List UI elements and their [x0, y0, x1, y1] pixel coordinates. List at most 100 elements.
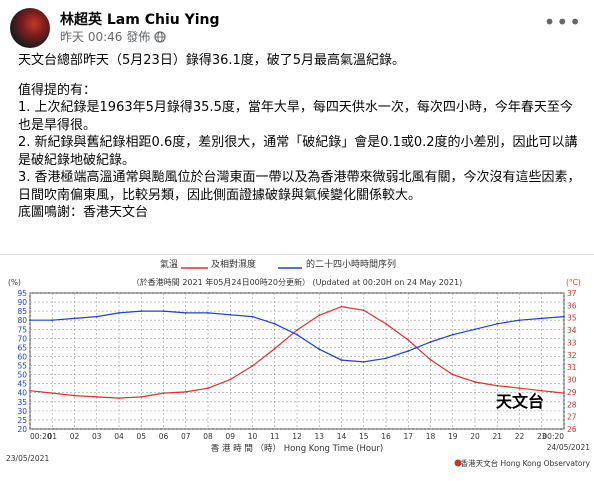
left-tick-label: 35 — [17, 398, 27, 407]
post-label: 發佈 — [126, 30, 151, 44]
title-part-temp: 氣溫 — [160, 258, 178, 270]
humidity-point — [118, 312, 120, 314]
x-tick-label: 02 — [70, 432, 80, 441]
x-tick-label: 04 — [114, 432, 124, 441]
post-paragraph: 2. 新紀錄與舊紀錄相距0.6度，差別很大，通常「破紀錄」會是0.1或0.2度的… — [18, 135, 578, 168]
right-tick-label: 27 — [567, 413, 577, 422]
left-tick-label: 40 — [17, 389, 27, 398]
left-tick-label: 45 — [17, 380, 27, 389]
temperature-point — [318, 314, 321, 317]
left-tick-label: 75 — [17, 325, 27, 334]
humidity-point — [318, 348, 321, 351]
right-tick-label: 34 — [567, 326, 577, 335]
left-tick-label: 20 — [17, 425, 27, 434]
right-tick-label: 29 — [567, 388, 577, 397]
humidity-point — [140, 310, 143, 312]
temperature-point — [362, 309, 365, 312]
humidity-point — [162, 310, 165, 312]
x-tick-label: 17 — [403, 432, 413, 441]
post-body: 天文台總部昨天（5月23日）錄得36.1度，破了5月最高氣溫紀錄。 值得提的有：… — [18, 52, 584, 222]
humidity-point — [273, 322, 276, 325]
globe-icon — [154, 31, 167, 43]
humidity-point — [474, 328, 476, 331]
humidity-point — [407, 350, 410, 352]
x-tick-label: 12 — [292, 432, 302, 441]
right-tick-label: 33 — [567, 338, 577, 347]
left-tick-label: 90 — [17, 298, 27, 307]
humidity-point — [29, 319, 31, 322]
temperature-point — [95, 396, 98, 398]
temperature-point — [251, 365, 254, 367]
humidity-point — [540, 317, 543, 320]
right-tick-label: 26 — [567, 425, 577, 434]
author-name[interactable]: 林超英 Lam Chiu Ying — [60, 12, 220, 28]
temperature-point — [518, 387, 521, 390]
temperature-point — [496, 384, 499, 387]
temperature-point — [273, 347, 276, 350]
author-meta: 林超英 Lam Chiu Ying 昨天 00:46 發佈 — [60, 11, 220, 45]
avatar[interactable] — [10, 8, 50, 48]
humidity-point — [451, 333, 454, 336]
left-tick-label: 70 — [17, 334, 27, 343]
temperature-point — [474, 381, 476, 383]
humidity-point — [563, 315, 565, 318]
chart-title: 氣溫 及相對濕度 的二十四小時時間序列 — [160, 258, 396, 270]
temperature-point — [540, 389, 543, 392]
data-series — [29, 305, 565, 399]
observatory-logo-icon — [454, 459, 462, 467]
humidity-point — [95, 315, 98, 318]
temperature-point — [118, 397, 120, 399]
temperature-point — [385, 323, 387, 325]
more-options-icon[interactable]: ••• — [543, 10, 582, 34]
temperature-point — [451, 373, 454, 376]
temperature-point — [140, 396, 143, 398]
temperature-point — [184, 391, 187, 393]
temperature-point — [296, 329, 298, 331]
humidity-point — [362, 361, 365, 363]
x-tick-label: 03 — [92, 432, 102, 441]
right-tick-label: 32 — [567, 351, 577, 360]
x-tick-label: 13 — [314, 432, 324, 441]
x-tick-label: 05 — [136, 432, 146, 441]
left-tick-label: 55 — [17, 362, 27, 371]
x-tick-label: 10 — [248, 432, 258, 441]
left-tick-label: 25 — [17, 416, 27, 425]
title-part-series: 的二十四小時時間序列 — [306, 258, 396, 270]
x-tick-label: 07 — [181, 432, 191, 441]
x-tick-label: 23 — [537, 432, 547, 441]
x-tick-label: 20 — [470, 432, 480, 441]
right-unit: (°C) — [566, 278, 581, 287]
right-tick-label: 36 — [567, 301, 577, 310]
x-tick-label: 00:20 — [542, 432, 564, 441]
left-tick-label: 50 — [17, 371, 27, 380]
date-left: 23/05/2021 — [6, 454, 49, 463]
left-tick-label: 60 — [17, 352, 27, 361]
humidity-point — [73, 317, 76, 320]
post-paragraph: 天文台總部昨天（5月23日）錄得36.1度，破了5月最高氣溫紀錄。 — [18, 53, 406, 68]
post-meta: 昨天 00:46 發佈 — [60, 29, 220, 45]
post-timestamp[interactable]: 昨天 00:46 — [60, 30, 123, 44]
chart-watermark: 天文台 — [496, 392, 544, 411]
temperature-point — [162, 392, 165, 394]
right-tick-label: 31 — [567, 363, 577, 372]
temperature-point — [229, 378, 232, 381]
humidity-point — [429, 341, 432, 343]
weather-chart[interactable]: 氣溫 及相對濕度 的二十四小時時間序列 （於香港時間 2021 年05月24日0… — [0, 254, 594, 477]
left-tick-label: 30 — [17, 407, 27, 416]
date-right: 24/05/2021 — [547, 443, 590, 452]
right-tick-label: 35 — [567, 314, 577, 323]
x-tick-label: 00:20 — [30, 432, 52, 441]
humidity-point — [207, 312, 209, 314]
x-tick-label: 19 — [448, 432, 458, 441]
humidity-point — [184, 312, 187, 314]
temperature-point — [429, 358, 432, 361]
temperature-point — [51, 392, 54, 394]
post-paragraph: 值得提的有： — [18, 82, 97, 98]
x-tick-label: 14 — [337, 432, 347, 441]
x-tick-label: 16 — [381, 432, 391, 441]
left-tick-label: 65 — [17, 343, 27, 352]
temperature-point — [407, 339, 410, 341]
left-tick-label: 95 — [17, 289, 27, 298]
